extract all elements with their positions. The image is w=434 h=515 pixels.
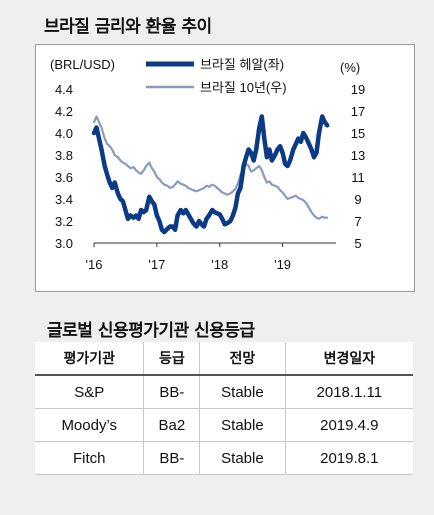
legend-label-brl: 브라질 헤알(좌) — [200, 57, 284, 72]
cell-date: 2019.8.1 — [284, 441, 413, 475]
cell-rating: Ba2 — [143, 408, 200, 442]
cell-rating: BB- — [143, 441, 200, 475]
x-tick-label: '18 — [211, 257, 228, 272]
legend-label-10y: 브라질 10년(우) — [200, 80, 287, 95]
left-tick-label: 4.4 — [55, 82, 73, 97]
series-line-10y — [92, 115, 329, 220]
cell-outlook: Stable — [199, 441, 286, 475]
table-row: S&P BB- Stable 2018.1.11 — [35, 374, 413, 409]
header-date: 변경일자 — [284, 342, 413, 376]
x-tick-label: '19 — [274, 257, 291, 272]
header-outlook: 전망 — [199, 342, 286, 376]
cell-agency: S&P — [35, 374, 144, 409]
x-tick-label: '16 — [86, 257, 103, 272]
x-axis-ticks: '16 '17 '18 '19 — [86, 257, 292, 272]
cell-date: 2018.1.11 — [284, 374, 413, 409]
series-layer — [91, 114, 336, 247]
cell-date: 2019.4.9 — [284, 408, 413, 442]
left-tick-label: 3.4 — [55, 192, 73, 207]
left-axis-ticks: 4.4 4.2 4.0 3.8 3.6 3.4 3.2 3.0 — [55, 82, 73, 251]
left-tick-label: 3.0 — [55, 236, 73, 251]
header-rating: 등급 — [143, 342, 200, 376]
cell-rating: BB- — [143, 374, 200, 409]
right-tick-label: 7 — [354, 214, 361, 229]
left-tick-label: 4.0 — [55, 126, 73, 141]
table-row: Moody’s Ba2 Stable 2019.4.9 — [35, 408, 413, 442]
line-chart: (BRL/USD) (%) 브라질 헤알(좌) 브라질 10년(우) 4.44.… — [50, 57, 365, 272]
left-tick-label: 4.2 — [55, 104, 73, 119]
cell-agency: Moody’s — [35, 408, 144, 442]
chart-title: 브라질 금리와 환율 추이 — [44, 17, 212, 37]
right-tick-label: 15 — [351, 126, 365, 141]
left-tick-label: 3.8 — [55, 148, 73, 163]
table-header-row: 평가기관 등급 전망 변경일자 — [35, 342, 413, 376]
x-tick-label: '17 — [148, 257, 165, 272]
right-tick-label: 13 — [351, 148, 365, 163]
cell-outlook: Stable — [199, 408, 286, 442]
credit-rating-table: 평가기관 등급 전망 변경일자 S&P BB- Stable 2018.1.11… — [35, 342, 413, 475]
right-tick-label: 11 — [351, 170, 365, 185]
cell-outlook: Stable — [199, 374, 286, 409]
right-axis-label: (%) — [340, 60, 360, 75]
table-title: 글로벌 신용평가기관 신용등급 — [47, 321, 255, 341]
left-axis-label: (BRL/USD) — [50, 57, 115, 72]
header-agency: 평가기관 — [35, 342, 144, 376]
series-line-brl — [91, 114, 330, 235]
right-tick-label: 9 — [354, 192, 361, 207]
left-tick-label: 3.2 — [55, 214, 73, 229]
right-axis-ticks: 19 17 15 13 11 9 7 5 — [351, 82, 365, 251]
table-row: Fitch BB- Stable 2019.8.1 — [35, 441, 413, 475]
left-tick-label: 3.6 — [55, 170, 73, 185]
right-tick-label: 19 — [351, 82, 365, 97]
chart-area: (BRL/USD) (%) 브라질 헤알(좌) 브라질 10년(우) 4.4 4.… — [35, 44, 415, 292]
right-tick-label: 17 — [351, 104, 365, 119]
cell-agency: Fitch — [35, 441, 144, 475]
right-tick-label: 5 — [354, 236, 361, 251]
